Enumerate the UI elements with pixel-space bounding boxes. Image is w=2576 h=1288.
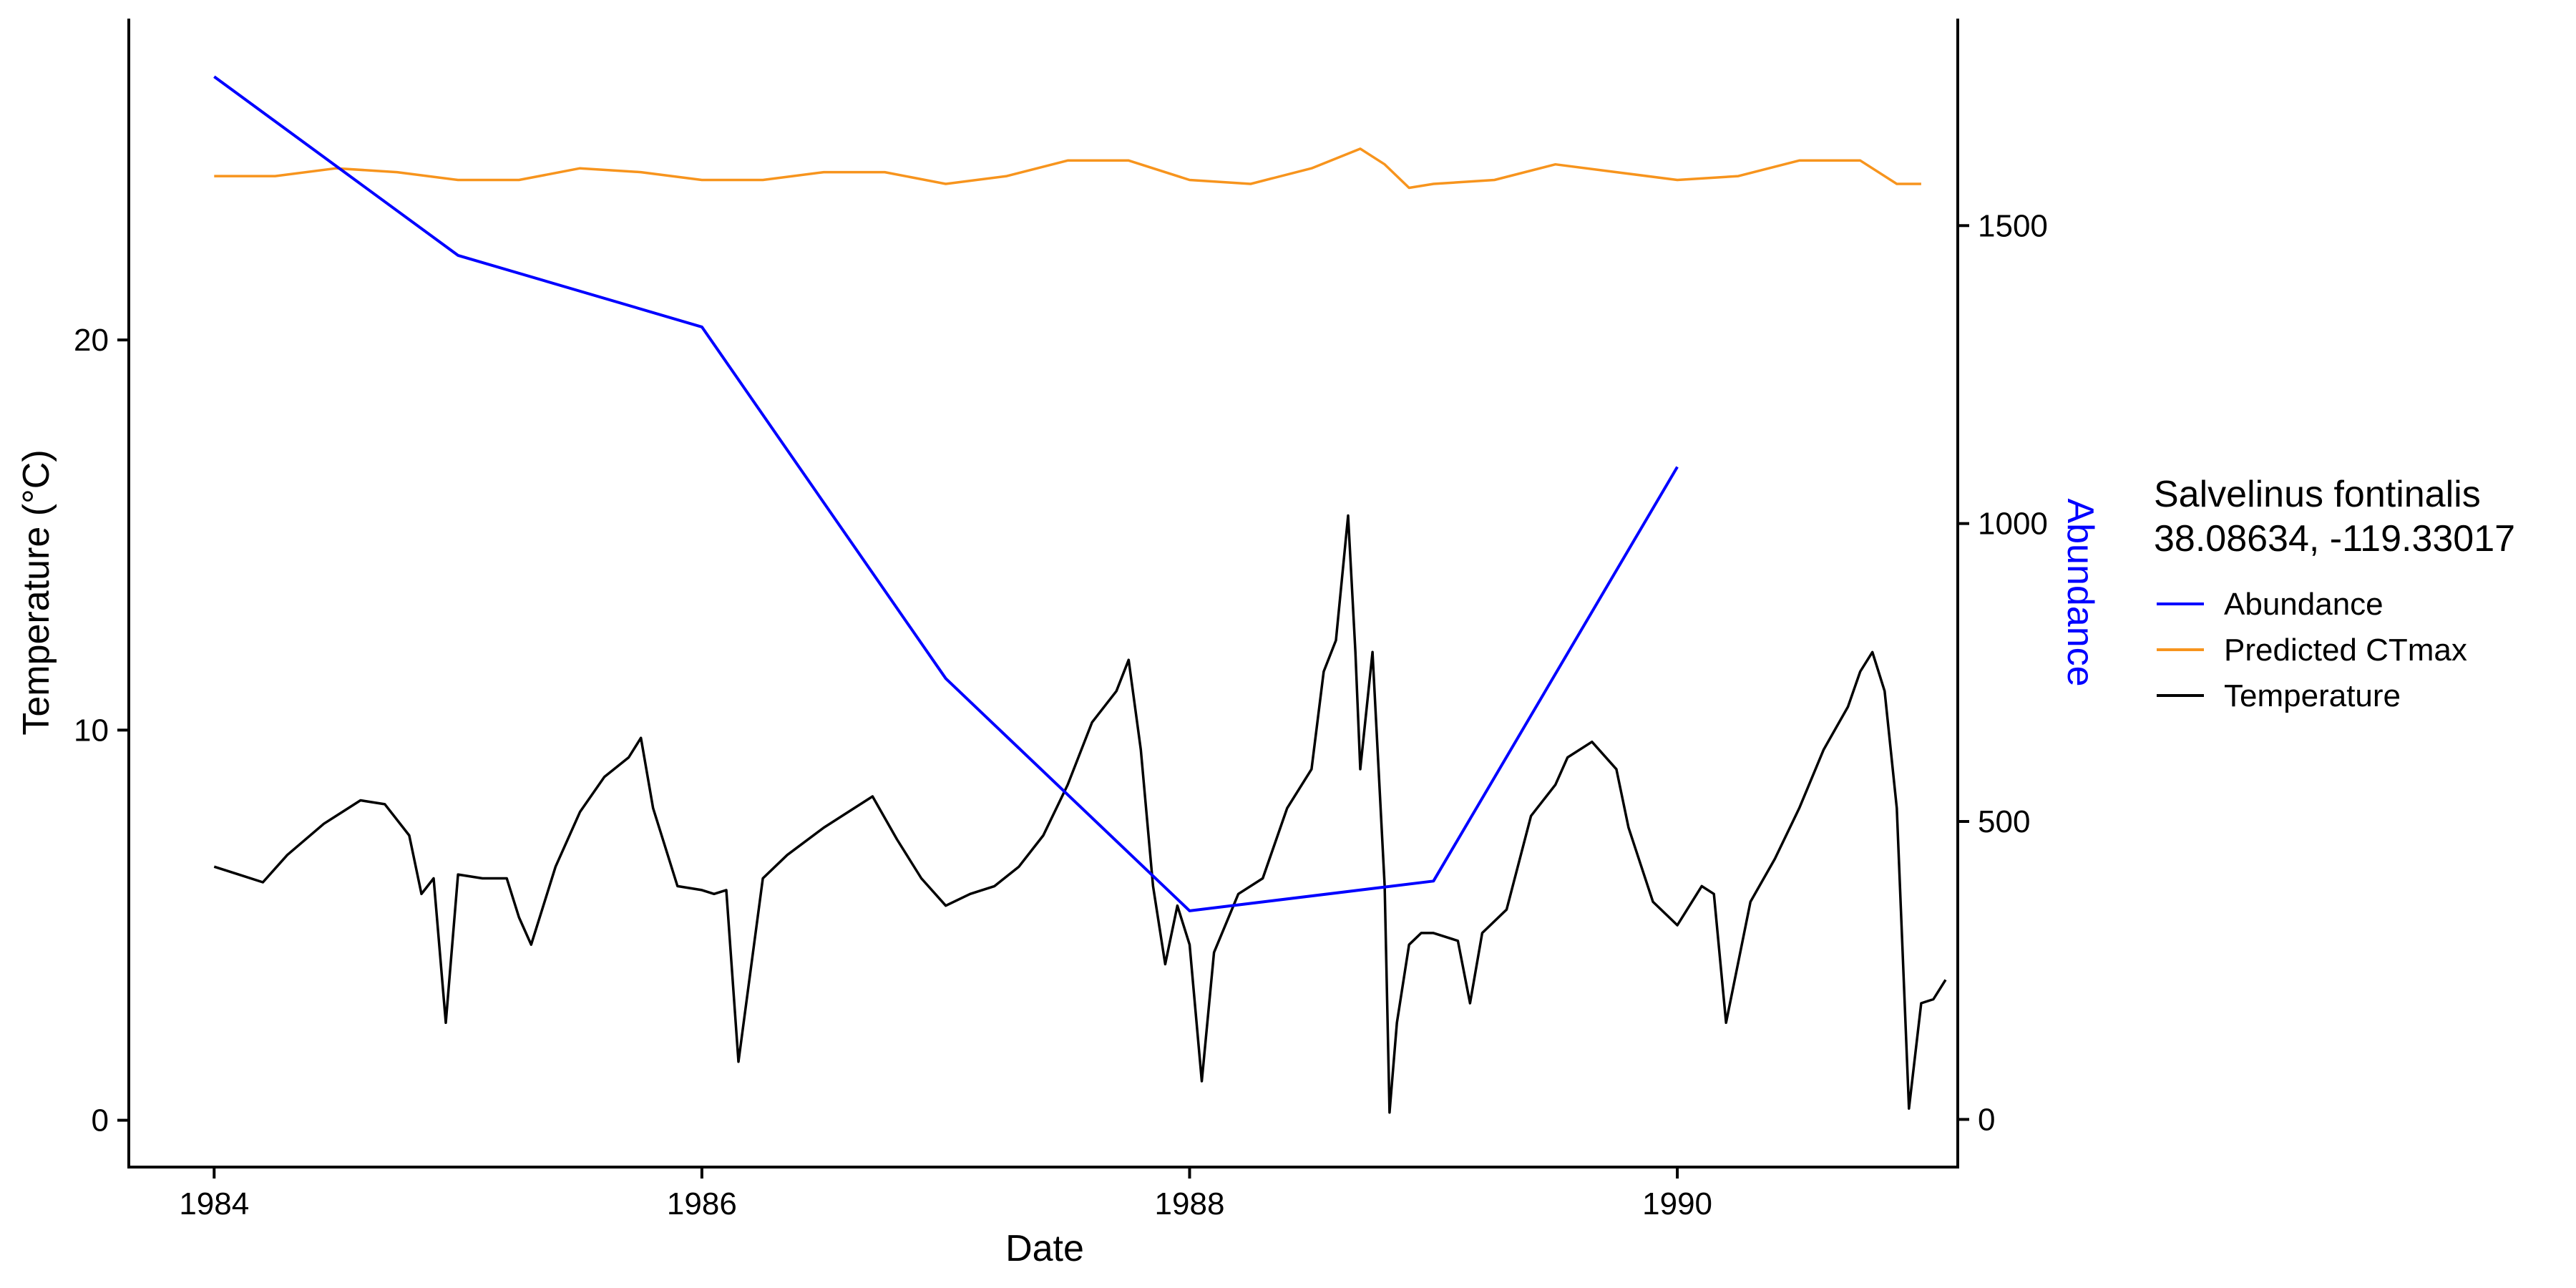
y-left-ticks: 0 10 20 [74, 323, 129, 1138]
x-axis-title: Date [1005, 1228, 1084, 1269]
y-right-tick-label: 500 [1978, 804, 2030, 839]
y-right-tick-label: 1000 [1978, 507, 2048, 542]
legend-label-abundance: Abundance [2224, 587, 2384, 622]
series-line-predicted-ctmax [214, 147, 1921, 190]
legend-title-species: Salvelinus fontinalis [2154, 474, 2481, 515]
y-right-tick-label: 0 [1978, 1102, 1995, 1137]
x-tick-label: 1990 [1642, 1186, 1712, 1221]
x-tick-label: 1988 [1155, 1186, 1225, 1221]
legend-label-predicted-ctmax: Predicted CTmax [2224, 633, 2467, 668]
y-left-tick-label: 20 [74, 323, 109, 358]
legend-label-temperature: Temperature [2224, 678, 2401, 713]
y-left-tick-label: 0 [92, 1103, 109, 1138]
y-axis-left-title: Temperature (°C) [16, 449, 57, 735]
x-tick-label: 1984 [179, 1186, 249, 1221]
y-axis-right-title: Abundance [2059, 498, 2101, 686]
y-left-tick-label: 10 [74, 713, 109, 748]
series-line-abundance [213, 75, 1679, 912]
y-right-tick-label: 1500 [1978, 208, 2048, 243]
legend: Salvelinus fontinalis 38.08634, -119.330… [2154, 474, 2515, 713]
series-layer [213, 75, 1947, 1114]
plot-area [127, 19, 1959, 1169]
y-right-ticks: 0 500 1000 1500 [1958, 208, 2048, 1137]
legend-title-coordinates: 38.08634, -119.33017 [2154, 518, 2515, 560]
x-tick-label: 1986 [667, 1186, 737, 1221]
legend-items: Abundance Predicted CTmax Temperature [2157, 587, 2467, 713]
series-line-temperature [213, 514, 1947, 1114]
x-ticks: 1984 1986 1988 1990 [179, 1167, 1712, 1221]
